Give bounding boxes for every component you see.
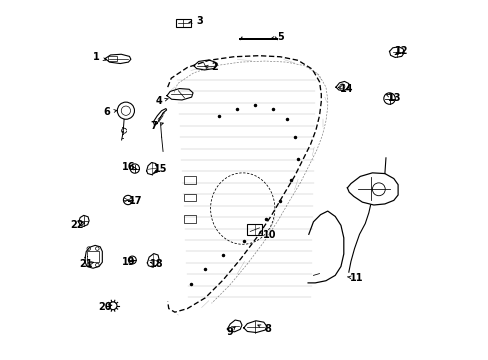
Text: 3: 3 [196, 16, 203, 26]
Text: 8: 8 [264, 324, 271, 334]
Text: 20: 20 [98, 302, 112, 312]
Text: 17: 17 [128, 197, 142, 206]
Text: 14: 14 [339, 84, 352, 94]
Text: 13: 13 [387, 93, 401, 103]
Text: 21: 21 [79, 259, 92, 269]
Text: 18: 18 [150, 259, 163, 269]
Text: 5: 5 [276, 32, 283, 42]
Text: 6: 6 [103, 107, 110, 117]
Text: 11: 11 [349, 273, 363, 283]
Text: 16: 16 [122, 162, 135, 172]
Text: 19: 19 [122, 257, 135, 267]
Text: 1: 1 [93, 52, 100, 62]
Text: 7: 7 [150, 121, 157, 131]
Text: 15: 15 [154, 164, 167, 174]
Text: 12: 12 [394, 46, 407, 57]
Text: 10: 10 [262, 230, 276, 240]
Text: 22: 22 [70, 220, 83, 230]
Text: 9: 9 [226, 327, 233, 337]
Text: 2: 2 [210, 63, 217, 72]
Text: 4: 4 [155, 96, 162, 107]
